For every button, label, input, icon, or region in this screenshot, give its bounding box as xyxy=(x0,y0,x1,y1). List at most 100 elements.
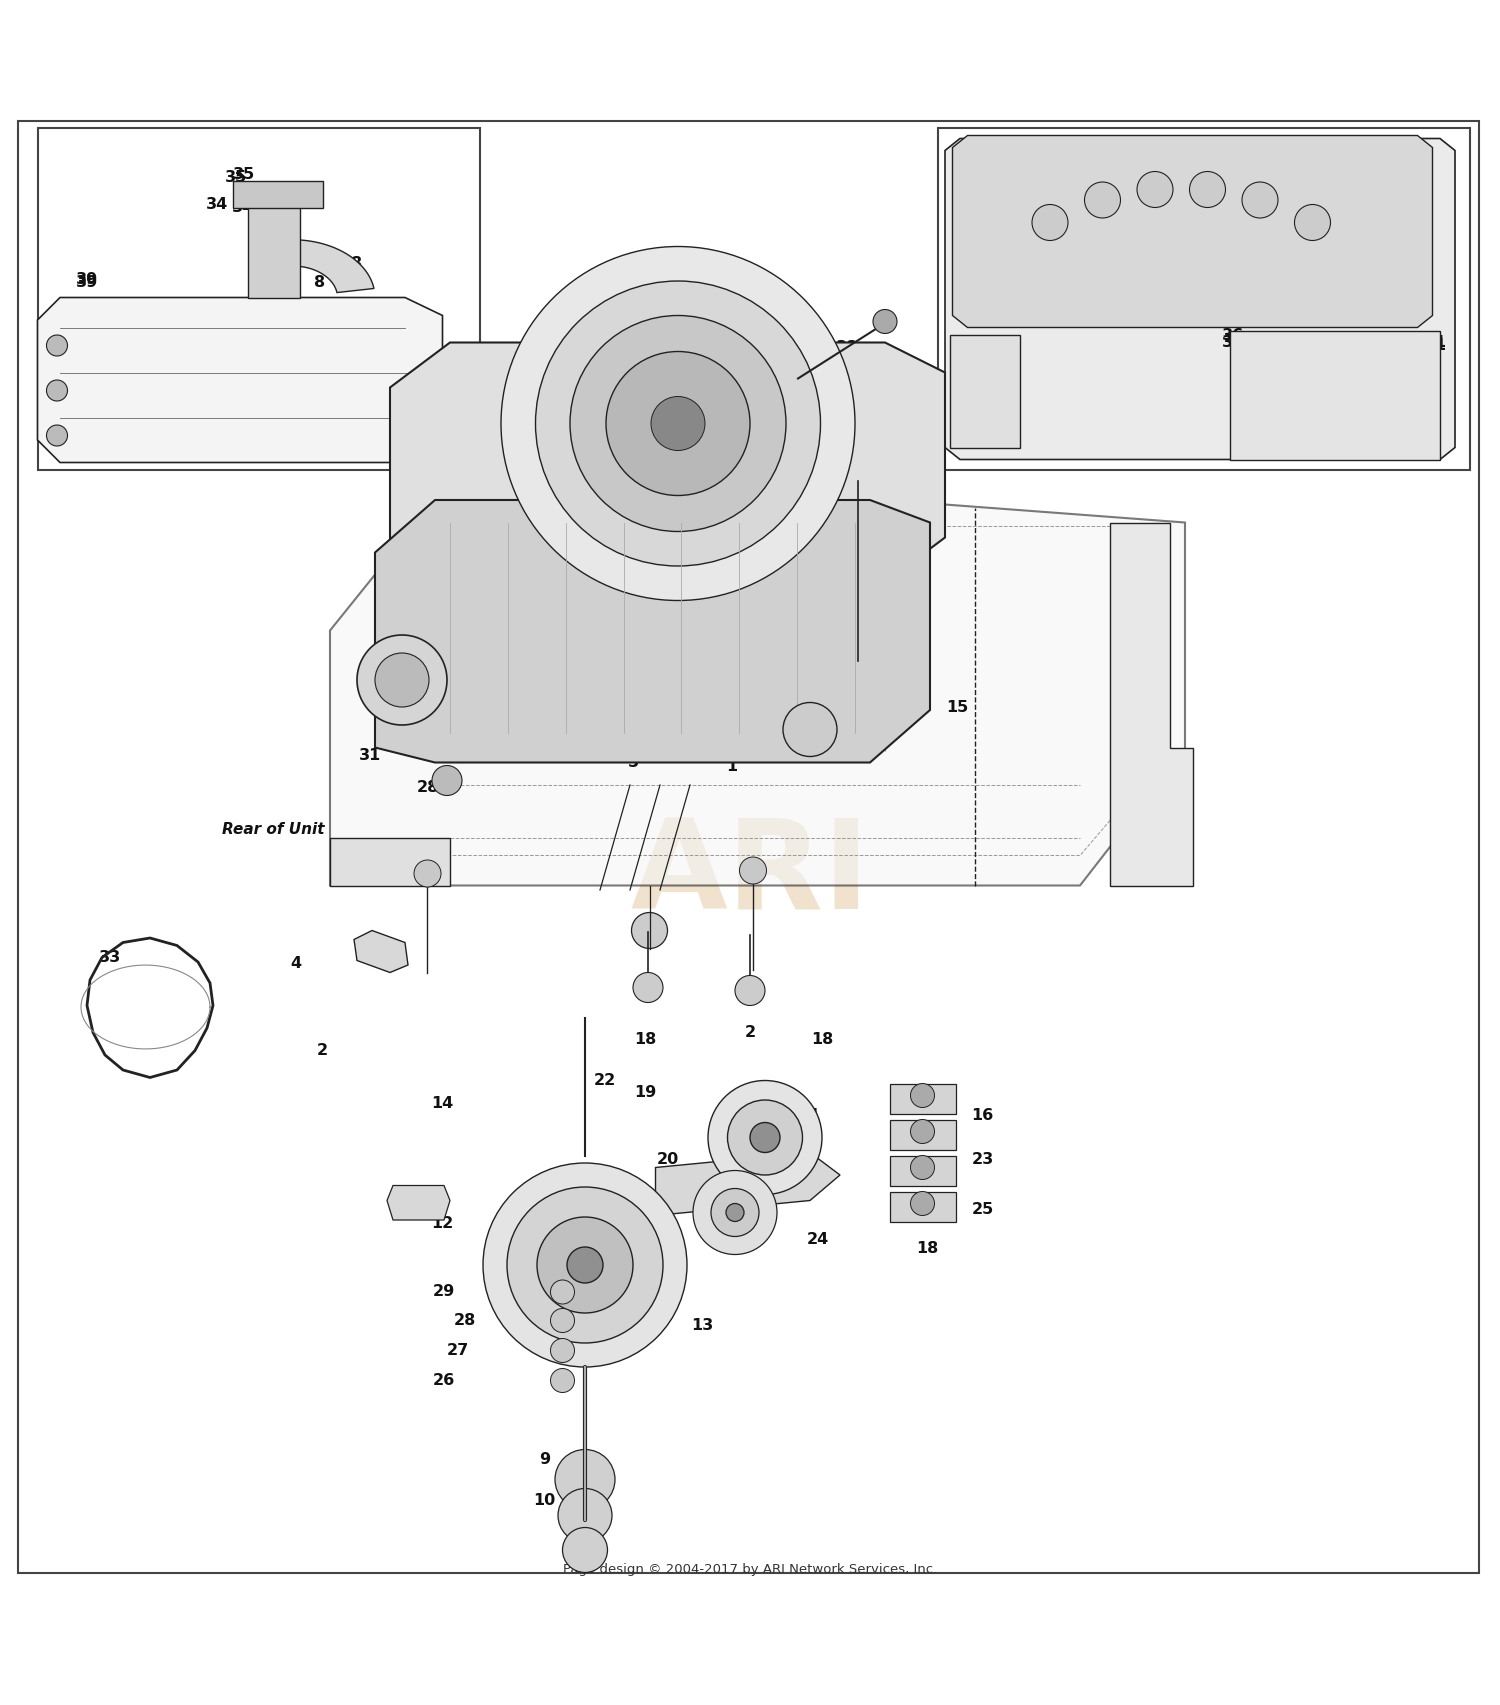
Text: 34: 34 xyxy=(232,199,254,215)
Text: 39: 39 xyxy=(76,275,98,290)
Polygon shape xyxy=(375,500,930,762)
Text: 34: 34 xyxy=(1306,368,1328,384)
Circle shape xyxy=(550,1308,574,1333)
Text: 38: 38 xyxy=(837,339,858,355)
Circle shape xyxy=(711,1188,759,1236)
Text: 18: 18 xyxy=(916,1241,938,1257)
Bar xyxy=(938,128,1470,471)
Circle shape xyxy=(651,397,705,450)
Text: 33: 33 xyxy=(99,950,120,965)
Polygon shape xyxy=(952,135,1432,327)
Text: 14: 14 xyxy=(432,1096,453,1110)
Text: 25: 25 xyxy=(972,1202,993,1217)
Polygon shape xyxy=(279,240,374,293)
Text: 21: 21 xyxy=(800,1108,820,1122)
Text: 35: 35 xyxy=(225,170,246,186)
Text: 22: 22 xyxy=(594,1072,615,1088)
Circle shape xyxy=(1032,205,1068,240)
Circle shape xyxy=(1294,205,1330,240)
Text: 30: 30 xyxy=(406,1205,427,1221)
Text: 13: 13 xyxy=(692,1318,712,1333)
Circle shape xyxy=(633,972,663,1003)
Bar xyxy=(890,1083,956,1113)
Text: 8: 8 xyxy=(351,256,363,271)
Text: 3: 3 xyxy=(852,638,864,653)
Polygon shape xyxy=(1230,331,1440,460)
Text: 24: 24 xyxy=(807,1233,828,1246)
Circle shape xyxy=(432,766,462,796)
Circle shape xyxy=(873,310,897,334)
Bar xyxy=(38,128,480,471)
Text: 7: 7 xyxy=(780,731,792,747)
Text: 8: 8 xyxy=(1356,436,1368,452)
Circle shape xyxy=(750,1122,780,1153)
Circle shape xyxy=(570,315,786,532)
Circle shape xyxy=(555,1449,615,1509)
Circle shape xyxy=(46,425,68,447)
Text: 1: 1 xyxy=(1434,334,1446,350)
Circle shape xyxy=(46,334,68,356)
Circle shape xyxy=(483,1163,687,1367)
Circle shape xyxy=(550,1280,574,1304)
Circle shape xyxy=(910,1083,934,1108)
Circle shape xyxy=(567,1246,603,1282)
Bar xyxy=(890,1156,956,1185)
Text: 10: 10 xyxy=(534,1494,555,1507)
Polygon shape xyxy=(390,343,945,583)
Text: 28: 28 xyxy=(454,1313,476,1328)
Text: 11: 11 xyxy=(567,1543,588,1557)
Text: 32: 32 xyxy=(638,933,658,946)
Circle shape xyxy=(910,1120,934,1144)
Polygon shape xyxy=(232,181,322,208)
Circle shape xyxy=(537,1217,633,1313)
Circle shape xyxy=(910,1156,934,1180)
Text: 29: 29 xyxy=(433,1284,454,1299)
Circle shape xyxy=(632,912,668,948)
Polygon shape xyxy=(387,1185,450,1221)
Text: 18: 18 xyxy=(812,1033,832,1047)
Text: 34: 34 xyxy=(207,198,228,211)
Circle shape xyxy=(728,1100,803,1175)
Text: 39: 39 xyxy=(76,273,98,286)
Text: 15: 15 xyxy=(946,699,968,714)
Text: ARI: ARI xyxy=(630,815,870,936)
Text: 1: 1 xyxy=(726,759,738,774)
Text: 17: 17 xyxy=(922,1205,944,1221)
Text: 35: 35 xyxy=(1306,402,1328,418)
Polygon shape xyxy=(945,138,1455,460)
Circle shape xyxy=(740,858,766,883)
Circle shape xyxy=(606,351,750,496)
Circle shape xyxy=(1137,172,1173,208)
Text: 18: 18 xyxy=(634,1033,656,1047)
Text: 6: 6 xyxy=(1044,234,1056,247)
Text: 1: 1 xyxy=(1434,338,1446,353)
Text: 2: 2 xyxy=(316,1043,328,1059)
Circle shape xyxy=(783,702,837,757)
Circle shape xyxy=(536,281,821,566)
Circle shape xyxy=(558,1488,612,1543)
Text: 9: 9 xyxy=(538,1453,550,1468)
Text: 19: 19 xyxy=(634,1084,656,1100)
Polygon shape xyxy=(354,931,408,972)
Circle shape xyxy=(357,634,447,725)
Text: Rear of Unit: Rear of Unit xyxy=(222,822,324,837)
Polygon shape xyxy=(656,1153,840,1216)
Circle shape xyxy=(1084,182,1120,218)
Circle shape xyxy=(726,1204,744,1221)
Text: 8: 8 xyxy=(1356,440,1368,455)
Polygon shape xyxy=(248,193,300,297)
Text: 26: 26 xyxy=(433,1373,454,1388)
Text: 27: 27 xyxy=(447,1344,468,1357)
Circle shape xyxy=(507,1187,663,1344)
Text: 2: 2 xyxy=(744,1025,756,1040)
Text: 16: 16 xyxy=(972,1108,993,1122)
Circle shape xyxy=(1190,172,1225,208)
Circle shape xyxy=(708,1081,822,1195)
Text: 12: 12 xyxy=(432,1216,453,1231)
Text: 20: 20 xyxy=(657,1153,678,1168)
Polygon shape xyxy=(950,334,1020,447)
Circle shape xyxy=(562,1528,608,1572)
Text: 36: 36 xyxy=(1222,327,1244,343)
Polygon shape xyxy=(330,500,1185,885)
Circle shape xyxy=(693,1171,777,1255)
